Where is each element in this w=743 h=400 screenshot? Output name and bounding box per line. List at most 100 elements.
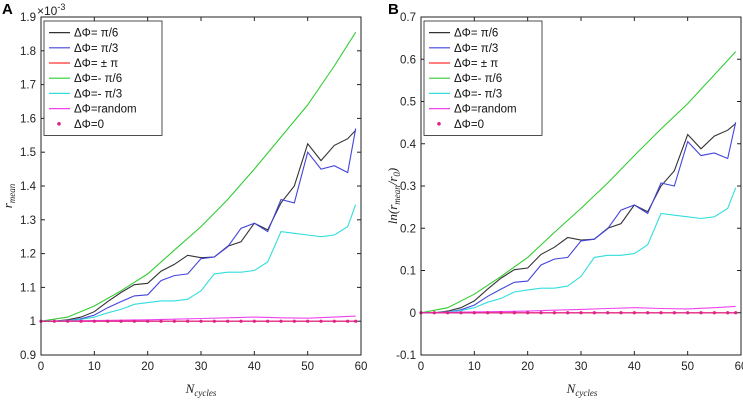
y-tick-label: 0.5: [400, 97, 416, 109]
y-tick-label: 0.6: [400, 54, 416, 66]
panel-b-series: [419, 51, 738, 315]
series-line-3: [40, 31, 357, 322]
legend-label: ΔΦ=random: [74, 104, 137, 116]
series-marker: [354, 319, 358, 323]
series-marker: [266, 319, 270, 323]
legend-swatch: [437, 122, 441, 126]
series-marker: [646, 311, 650, 315]
legend-swatch: [57, 122, 61, 126]
series-marker: [672, 311, 676, 315]
legend-label: ΔΦ= π/6: [74, 28, 118, 40]
series-marker: [252, 319, 256, 323]
series-marker: [346, 319, 350, 323]
y-tick-label: 0.3: [400, 181, 416, 193]
legend-label: ΔΦ=random: [454, 104, 517, 116]
series-marker: [199, 319, 203, 323]
y-tick-label: 1.8: [20, 46, 36, 58]
series-marker: [146, 319, 150, 323]
series-marker: [552, 311, 556, 315]
panel-a-x-axis-label: Ncycles: [185, 381, 217, 398]
series-line-4: [421, 187, 737, 314]
series-marker: [699, 311, 703, 315]
y-tick-label: 1.7: [20, 80, 36, 92]
series-marker: [226, 319, 230, 323]
panel-a-frame: [40, 16, 362, 356]
y-tick-label: 0.7: [400, 12, 416, 24]
x-tick-label: 40: [248, 361, 261, 373]
x-tick-label: 10: [468, 361, 481, 373]
series-line-1: [41, 128, 357, 322]
series-marker: [686, 311, 690, 315]
series-marker: [332, 319, 336, 323]
series-marker: [432, 311, 436, 315]
series-marker: [659, 311, 663, 315]
series-marker: [632, 311, 636, 315]
x-tick-label: 0: [38, 361, 44, 373]
legend-label: ΔΦ= ± π: [454, 58, 498, 70]
series-marker: [619, 311, 623, 315]
series-marker: [459, 311, 463, 315]
series-marker: [606, 311, 610, 315]
series-line-4: [41, 204, 357, 322]
legend-label: ΔΦ= ± π: [74, 58, 118, 70]
series-marker: [132, 319, 136, 323]
x-tick-label: 30: [575, 361, 588, 373]
y-tick-label: 0.9: [20, 350, 36, 362]
y-tick-label: 1.2: [20, 249, 36, 261]
y-tick-label: 1.5: [20, 147, 36, 159]
panel-a-legend: ΔΦ= π/6 ΔΦ= π/3 ΔΦ= ± π ΔΦ=- π/6 ΔΦ=- π/3 ΔΦ=…: [43, 20, 163, 136]
panel-b-letter: B: [388, 1, 399, 18]
x-tick-label: 30: [195, 361, 208, 373]
panel-b-x-axis-label: Ncycles: [566, 381, 598, 398]
series-marker: [566, 311, 570, 315]
y-tick-label: 0: [410, 308, 416, 320]
y-tick-label: 1.4: [20, 181, 37, 193]
series-marker: [106, 319, 110, 323]
legend-label: ΔΦ=- π/6: [454, 73, 502, 85]
series-marker: [446, 311, 450, 315]
series-line-3: [420, 51, 737, 314]
series-marker: [486, 311, 490, 315]
series-line-0: [421, 123, 737, 314]
series-marker: [186, 319, 190, 323]
legend-label: ΔΦ=- π/3: [454, 88, 502, 100]
series-marker: [279, 319, 283, 323]
y-tick-label: 0.1: [400, 266, 416, 278]
panel-a-y-multiplier: ×10-3: [37, 2, 65, 18]
x-tick-label: 60: [355, 361, 368, 373]
legend-label: ΔΦ=- π/6: [74, 73, 122, 85]
series-marker: [539, 311, 543, 315]
series-marker: [712, 311, 716, 315]
legend-label: ΔΦ= π/3: [74, 43, 118, 55]
y-tick-label: 1.1: [20, 282, 36, 294]
y-tick-label: 1: [30, 316, 36, 328]
series-marker: [472, 311, 476, 315]
legend-label: ΔΦ=- π/3: [74, 88, 122, 100]
y-tick-label: -0.1: [396, 350, 416, 362]
series-marker: [66, 319, 70, 323]
legend-label: ΔΦ= π/6: [454, 28, 498, 40]
x-tick-label: 50: [681, 361, 694, 373]
series-marker: [734, 311, 738, 315]
panel-a-series: [39, 31, 358, 323]
legend-label: ΔΦ=0: [74, 119, 104, 131]
panel-b-frame: [420, 16, 742, 356]
series-marker: [212, 319, 216, 323]
panel-a-letter: A: [2, 1, 13, 18]
series-marker: [52, 319, 56, 323]
series-marker: [306, 319, 310, 323]
panel-b-legend: ΔΦ= π/6 ΔΦ= π/3 ΔΦ= ± π ΔΦ=- π/6 ΔΦ=- π/3 ΔΦ=…: [423, 20, 543, 136]
x-tick-label: 60: [735, 361, 743, 373]
chart-panel-b: B 0102030405060-0.100.10.20.30.40.50.60.…: [385, 1, 743, 398]
y-tick-label: 0.2: [400, 223, 416, 235]
panel-a-ticks: 0 10 20 30 40 50 60 0.9 1 1.1 1.2 1.3 1.4 1.5 1.6 1.7 1.…: [20, 12, 367, 373]
series-marker: [579, 311, 583, 315]
series-marker: [79, 319, 83, 323]
x-tick-label: 20: [141, 361, 154, 373]
series-marker: [119, 319, 123, 323]
series-marker: [292, 319, 296, 323]
legend-label: ΔΦ= π/3: [454, 43, 498, 55]
y-tick-label: 1.9: [20, 12, 36, 24]
series-marker: [512, 311, 516, 315]
